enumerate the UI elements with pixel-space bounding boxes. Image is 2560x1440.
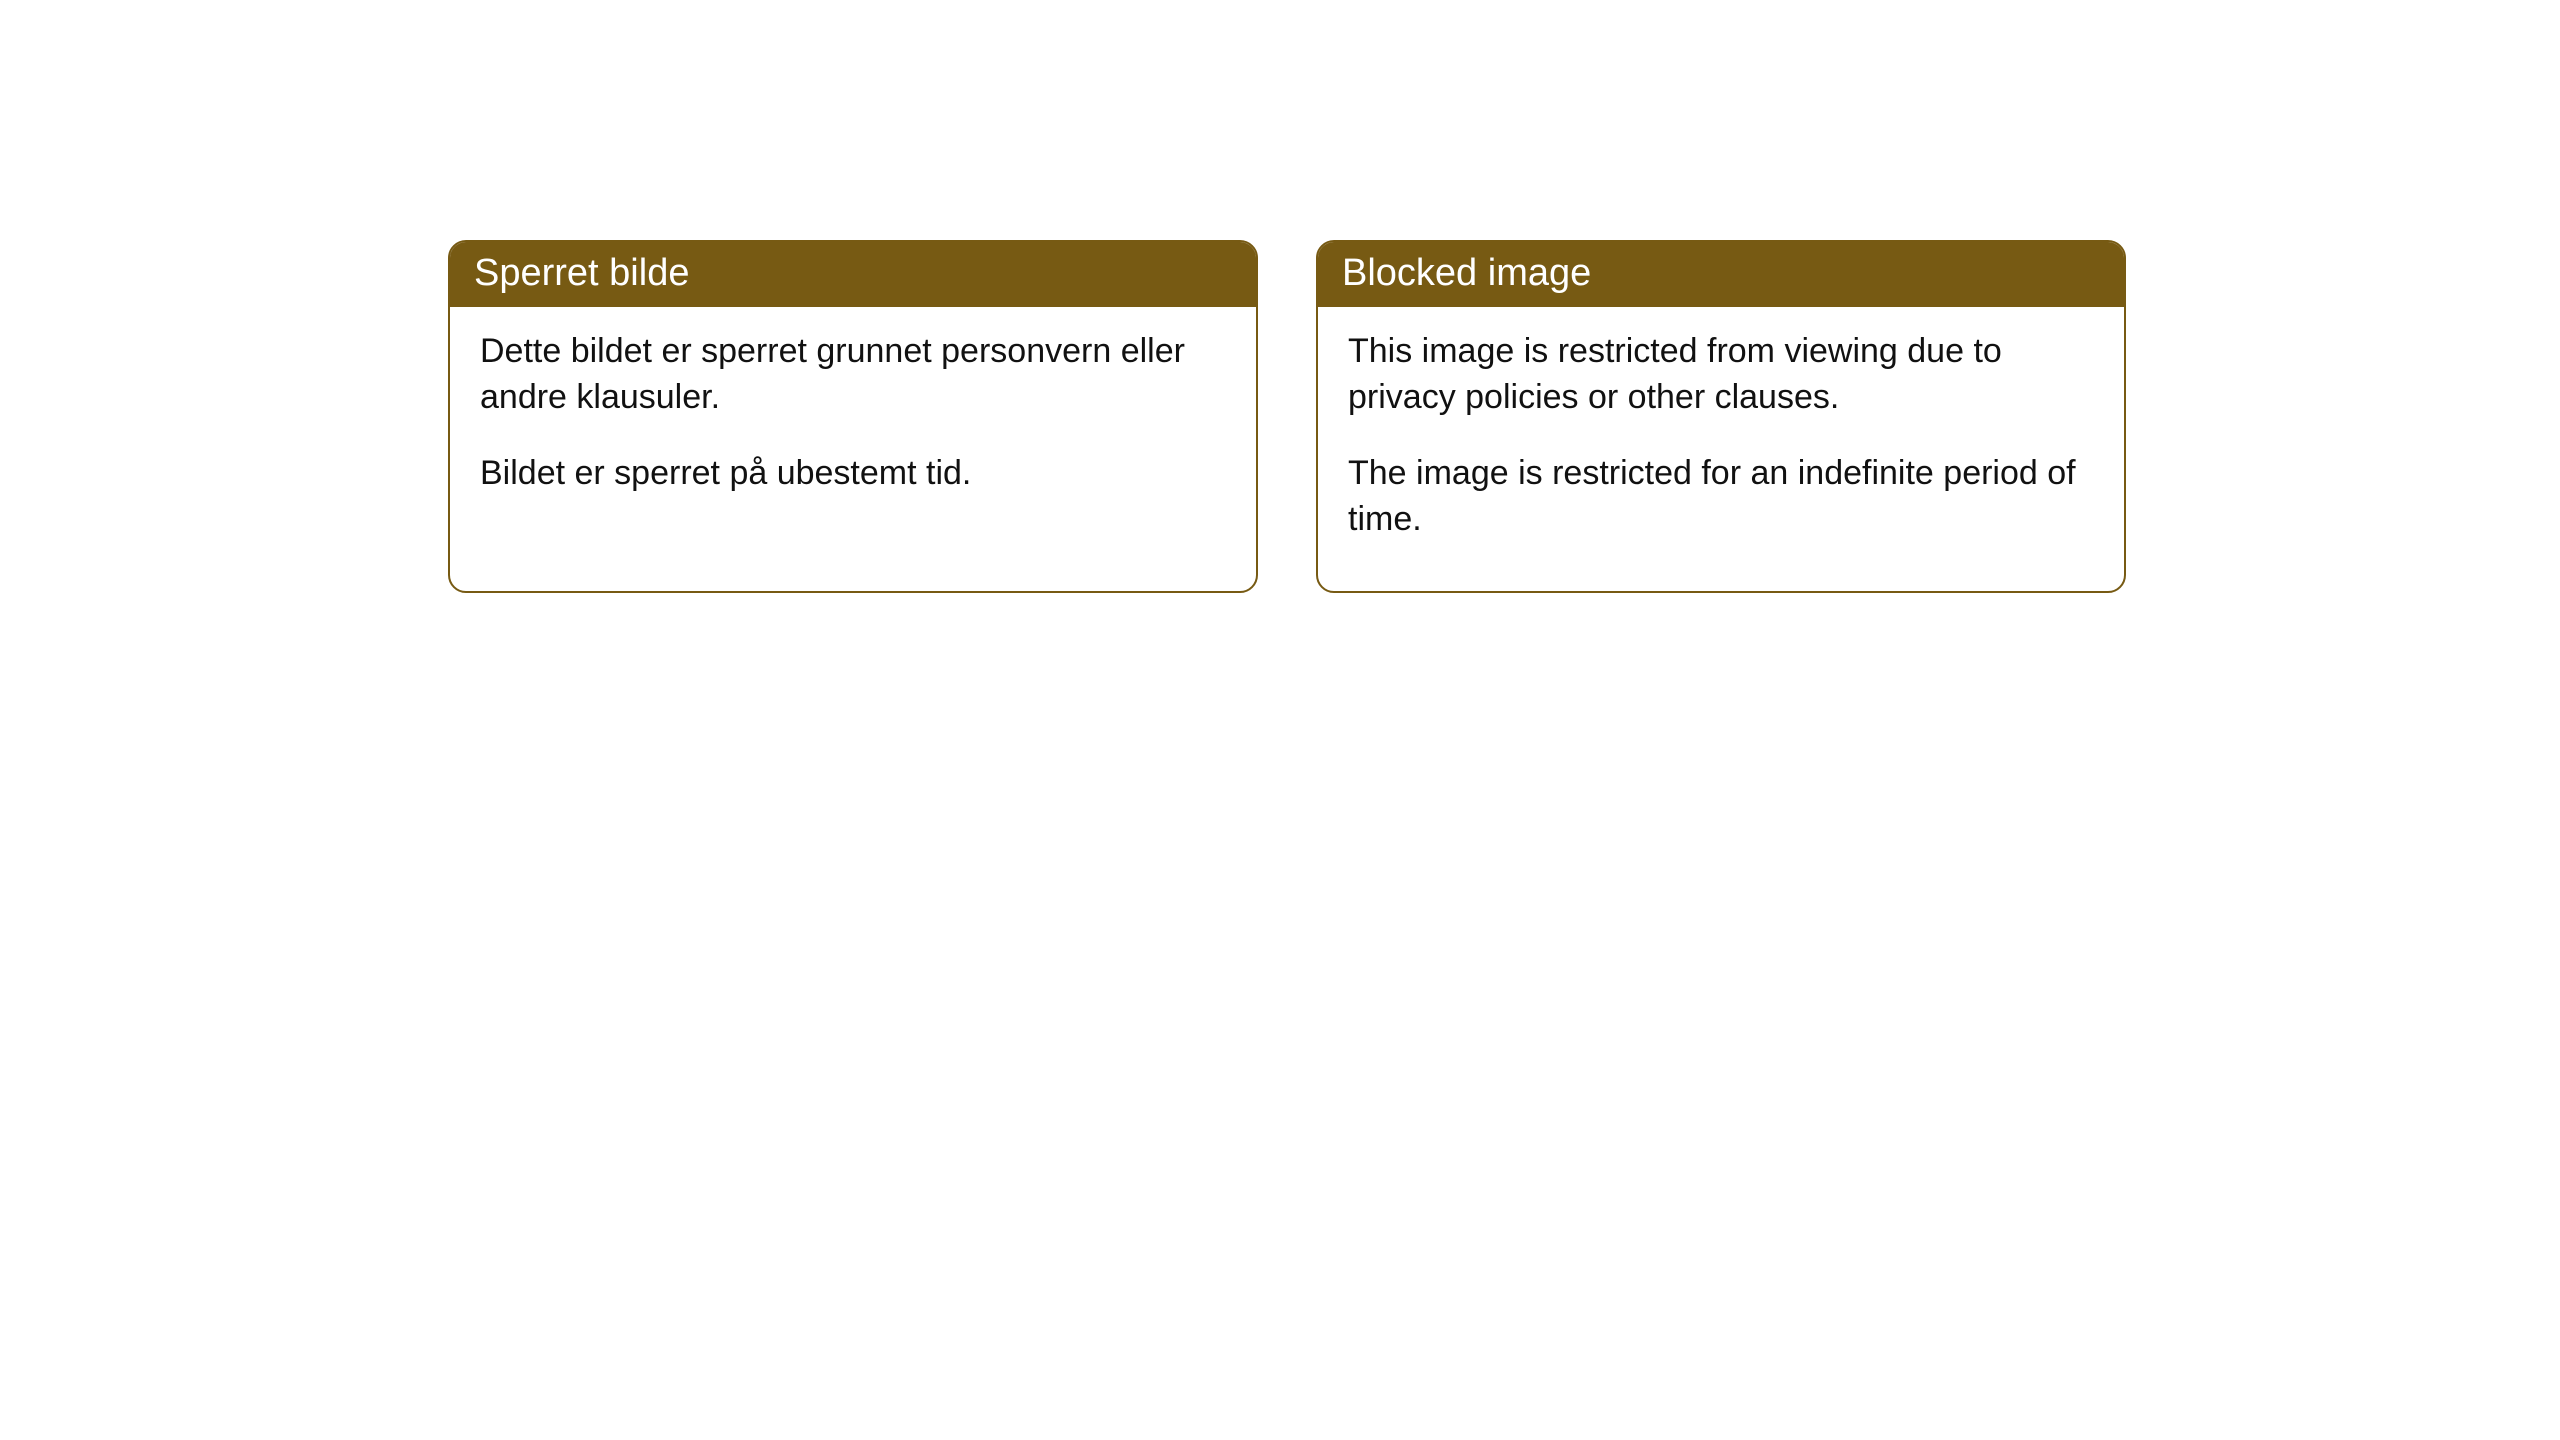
notice-card-norwegian: Sperret bilde Dette bildet er sperret gr…	[448, 240, 1258, 593]
notice-card-english: Blocked image This image is restricted f…	[1316, 240, 2126, 593]
notice-cards-container: Sperret bilde Dette bildet er sperret gr…	[448, 240, 2126, 593]
card-paragraph-2: The image is restricted for an indefinit…	[1348, 451, 2094, 543]
card-body-english: This image is restricted from viewing du…	[1318, 307, 2124, 591]
card-paragraph-1: This image is restricted from viewing du…	[1348, 329, 2094, 421]
card-header-english: Blocked image	[1318, 242, 2124, 307]
card-body-norwegian: Dette bildet er sperret grunnet personve…	[450, 307, 1256, 545]
card-header-norwegian: Sperret bilde	[450, 242, 1256, 307]
card-paragraph-1: Dette bildet er sperret grunnet personve…	[480, 329, 1226, 421]
card-paragraph-2: Bildet er sperret på ubestemt tid.	[480, 451, 1226, 497]
